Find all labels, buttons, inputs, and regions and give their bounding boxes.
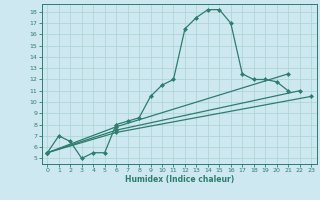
X-axis label: Humidex (Indice chaleur): Humidex (Indice chaleur) xyxy=(124,175,234,184)
